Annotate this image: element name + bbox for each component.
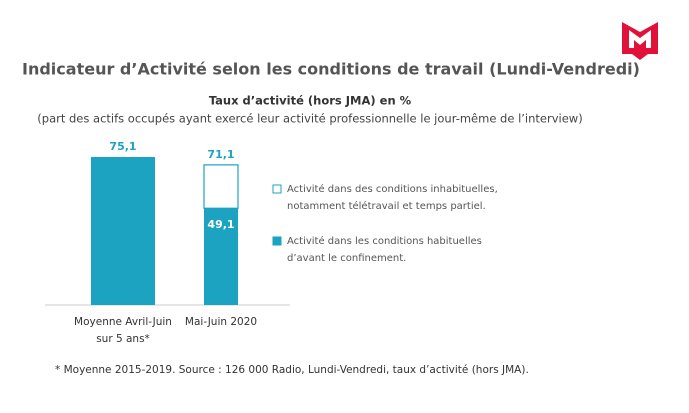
chart-title: Indicateur d’Activité selon les conditio… [22, 60, 640, 79]
legend-swatch [272, 184, 282, 194]
logo [622, 22, 658, 60]
bar-segment [204, 208, 238, 305]
footnote: * Moyenne 2015-2019. Source : 126 000 Ra… [55, 364, 529, 376]
legend-label: Activité dans les conditions habituelles… [287, 235, 482, 264]
subtitle-note: (part des actifs occupés ayant exercé le… [37, 112, 582, 126]
legend-label: Activité dans des conditions inhabituell… [287, 183, 498, 212]
x-tick-label: Mai-Juin 2020 [185, 316, 257, 328]
bar-segment [203, 164, 239, 209]
subtitle: Taux d’activité (hors JMA) en % [209, 94, 412, 108]
value-label: 49,1 [207, 218, 234, 231]
bar-segment [91, 157, 155, 305]
total-label: 75,1 [109, 140, 136, 153]
x-tick-label: Moyenne Avril-Juin sur 5 ans* [74, 316, 172, 345]
legend-swatch [272, 236, 282, 246]
total-label: 71,1 [207, 148, 234, 161]
